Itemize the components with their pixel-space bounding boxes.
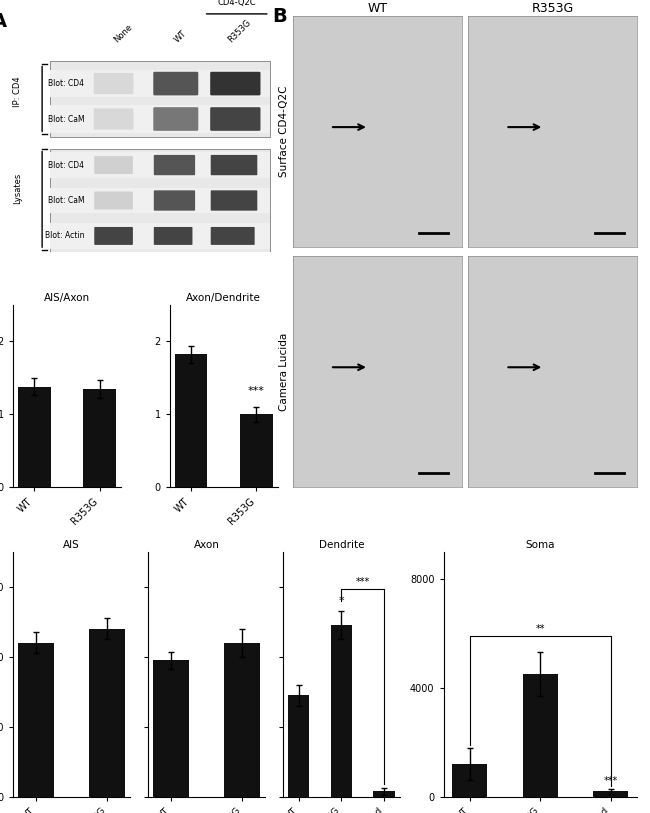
Title: WT: WT bbox=[367, 2, 387, 15]
Bar bbox=[288, 695, 309, 797]
FancyBboxPatch shape bbox=[94, 192, 133, 210]
Text: **: ** bbox=[536, 624, 545, 634]
Text: ***: *** bbox=[356, 577, 370, 588]
FancyBboxPatch shape bbox=[153, 72, 198, 95]
Bar bbox=[452, 764, 488, 797]
Y-axis label: Camera Lucida: Camera Lucida bbox=[279, 333, 289, 411]
FancyBboxPatch shape bbox=[94, 108, 133, 129]
Text: WT: WT bbox=[173, 29, 189, 45]
Text: ***: *** bbox=[248, 386, 265, 396]
Bar bbox=[224, 643, 260, 797]
FancyBboxPatch shape bbox=[50, 106, 270, 133]
Text: IP: CD4: IP: CD4 bbox=[13, 76, 22, 107]
Text: Blot: CD4: Blot: CD4 bbox=[49, 161, 84, 170]
FancyBboxPatch shape bbox=[94, 73, 133, 94]
Bar bbox=[523, 674, 558, 797]
FancyBboxPatch shape bbox=[210, 72, 261, 95]
Text: Blot: Actin: Blot: Actin bbox=[45, 232, 84, 241]
Title: Axon/Dendrite: Axon/Dendrite bbox=[187, 293, 261, 302]
Bar bbox=[240, 415, 273, 487]
Title: R353G: R353G bbox=[532, 2, 574, 15]
FancyBboxPatch shape bbox=[210, 107, 261, 131]
Text: R353G: R353G bbox=[226, 18, 252, 45]
FancyBboxPatch shape bbox=[94, 156, 133, 174]
Title: Axon: Axon bbox=[194, 540, 220, 550]
Bar bbox=[593, 791, 628, 797]
Text: Blot: CD4: Blot: CD4 bbox=[49, 79, 84, 88]
FancyBboxPatch shape bbox=[154, 155, 195, 176]
FancyBboxPatch shape bbox=[154, 227, 192, 245]
Bar bbox=[331, 625, 352, 797]
Bar bbox=[83, 389, 116, 487]
Bar bbox=[175, 354, 207, 487]
Text: B: B bbox=[272, 7, 287, 26]
Title: Dendrite: Dendrite bbox=[318, 540, 364, 550]
Title: AIS: AIS bbox=[63, 540, 80, 550]
FancyBboxPatch shape bbox=[50, 223, 270, 249]
Text: ***: *** bbox=[603, 776, 618, 786]
Bar bbox=[18, 387, 51, 487]
Title: Soma: Soma bbox=[525, 540, 555, 550]
Text: Blot: CaM: Blot: CaM bbox=[48, 196, 84, 205]
FancyBboxPatch shape bbox=[50, 152, 270, 178]
FancyBboxPatch shape bbox=[50, 61, 270, 137]
Text: *: * bbox=[339, 596, 344, 606]
FancyBboxPatch shape bbox=[154, 190, 195, 211]
Title: AIS/Axon: AIS/Axon bbox=[44, 293, 90, 302]
FancyBboxPatch shape bbox=[50, 70, 270, 98]
FancyBboxPatch shape bbox=[94, 227, 133, 245]
FancyBboxPatch shape bbox=[50, 188, 270, 214]
Y-axis label: Surface CD4-Q2C: Surface CD4-Q2C bbox=[279, 86, 289, 177]
Text: A: A bbox=[0, 11, 7, 31]
Bar bbox=[373, 792, 395, 797]
Bar bbox=[153, 660, 188, 797]
FancyBboxPatch shape bbox=[211, 190, 257, 211]
Text: Blot: CaM: Blot: CaM bbox=[48, 115, 84, 124]
Text: CaM +
CD4-Q2C: CaM + CD4-Q2C bbox=[217, 0, 256, 7]
FancyBboxPatch shape bbox=[50, 149, 270, 253]
Bar bbox=[18, 643, 54, 797]
Text: Lysates: Lysates bbox=[13, 173, 22, 204]
FancyBboxPatch shape bbox=[211, 155, 257, 176]
FancyBboxPatch shape bbox=[153, 107, 198, 131]
Bar bbox=[90, 628, 125, 797]
Text: None: None bbox=[112, 23, 134, 45]
FancyBboxPatch shape bbox=[211, 227, 255, 245]
